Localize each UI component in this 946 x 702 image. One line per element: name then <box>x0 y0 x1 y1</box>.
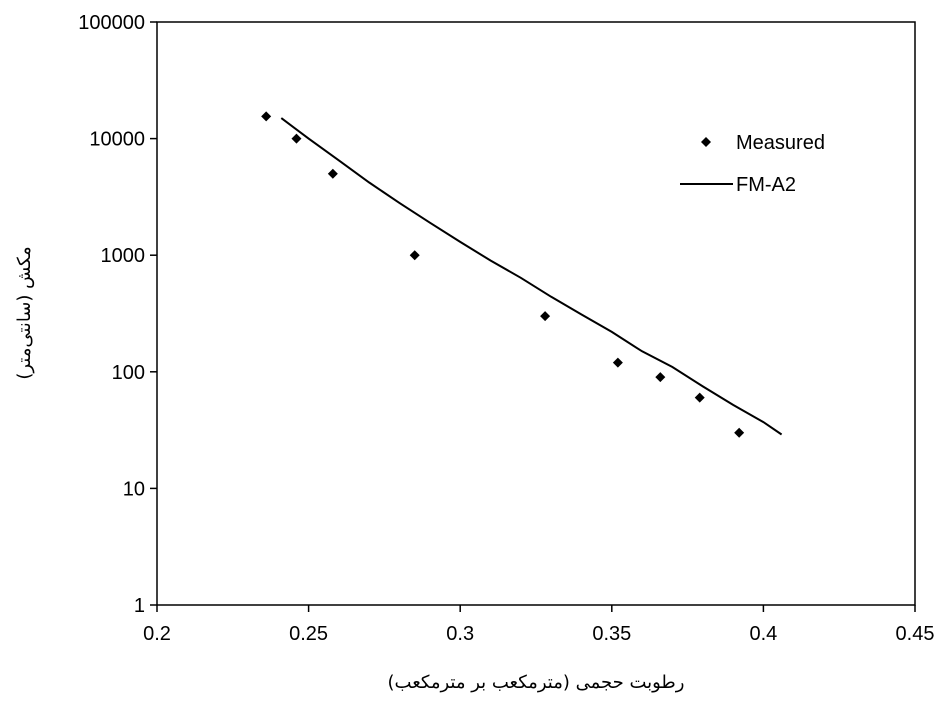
legend: Measured FM-A2 <box>680 132 825 196</box>
plot-area <box>156 21 916 606</box>
measured-point <box>327 168 338 179</box>
legend-label-fm-a2: FM-A2 <box>736 174 796 196</box>
legend-marker-measured <box>701 137 711 147</box>
y-tick-label: 100000 <box>78 12 145 34</box>
y-tick-label: 10 <box>123 478 145 500</box>
measured-point <box>261 111 272 122</box>
y-axis-title: مکش (سانتی‌متر) <box>14 246 35 379</box>
x-tick-label: 0.35 <box>592 623 631 645</box>
fm-a2-line <box>280 117 783 436</box>
y-tick-label: 10000 <box>89 129 145 151</box>
measured-point <box>291 133 302 144</box>
measured-series <box>261 111 745 438</box>
legend-label-measured: Measured <box>736 132 825 154</box>
y-tick-label: 1 <box>134 595 145 617</box>
measured-point <box>409 250 420 261</box>
y-tick-label: 1000 <box>101 245 146 267</box>
x-tick-label: 0.25 <box>289 623 328 645</box>
measured-point <box>612 357 623 368</box>
fm-a2-series <box>280 117 783 436</box>
measured-point <box>694 392 705 403</box>
measured-point <box>655 372 666 383</box>
y-axis-ticks: 1 10 100 1000 10000 100000 <box>78 12 157 617</box>
x-tick-label: 0.2 <box>143 623 171 645</box>
x-tick-label: 0.45 <box>896 623 935 645</box>
measured-point <box>540 311 551 322</box>
x-tick-label: 0.4 <box>749 623 777 645</box>
measured-point <box>734 427 745 438</box>
y-tick-label: 100 <box>112 362 145 384</box>
x-axis-title: رطوبت حجمی (مترمکعب بر مترمکعب) <box>388 672 685 693</box>
x-axis-ticks: 0.2 0.25 0.3 0.35 0.4 0.45 <box>143 605 934 645</box>
x-tick-label: 0.3 <box>446 623 474 645</box>
